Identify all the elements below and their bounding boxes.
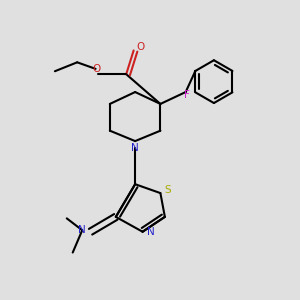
Text: N: N <box>78 225 86 235</box>
Text: O: O <box>136 42 144 52</box>
Text: O: O <box>92 64 101 74</box>
Text: N: N <box>147 227 155 237</box>
Text: S: S <box>164 184 171 194</box>
Text: N: N <box>131 142 139 153</box>
Text: F: F <box>184 90 190 100</box>
